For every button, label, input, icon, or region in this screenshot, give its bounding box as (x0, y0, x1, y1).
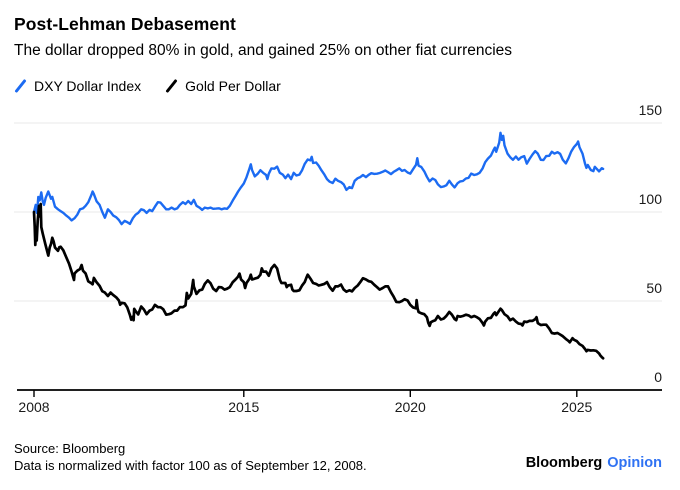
series-line-gold (32, 202, 605, 360)
gold-line-swatch-icon (166, 79, 178, 93)
series-line-dxy (32, 131, 605, 226)
y-tick-label: 0 (654, 369, 662, 385)
chart-title: Post-Lehman Debasement (14, 14, 236, 34)
y-tick-label: 100 (638, 191, 662, 207)
normalization-note: Data is normalized with factor 100 as of… (14, 458, 367, 473)
legend-item-dxy: DXY Dollar Index (14, 78, 141, 94)
dxy-line-swatch-icon (15, 79, 26, 93)
chart-subtitle: The dollar dropped 80% in gold, and gain… (14, 42, 513, 59)
legend-item-gold: Gold Per Dollar (165, 78, 281, 94)
opinion-wordmark: Opinion (607, 455, 662, 471)
x-tick-label: 2025 (561, 399, 593, 415)
x-tick-label: 2015 (228, 399, 260, 415)
x-tick-label: 2008 (18, 399, 50, 415)
legend-label: DXY Dollar Index (34, 78, 142, 94)
x-tick-label: 2020 (394, 399, 426, 415)
bloomberg-wordmark: Bloomberg (525, 455, 603, 471)
legend-label: Gold Per Dollar (185, 78, 281, 94)
source-note: Source: Bloomberg (14, 441, 126, 456)
bloomberg-opinion-logo: Bloomberg Opinion (526, 455, 662, 471)
y-tick-label: 50 (646, 280, 662, 296)
y-tick-label: 150 (638, 102, 662, 118)
chart-legend: DXY Dollar Index Gold Per Dollar (14, 78, 281, 94)
